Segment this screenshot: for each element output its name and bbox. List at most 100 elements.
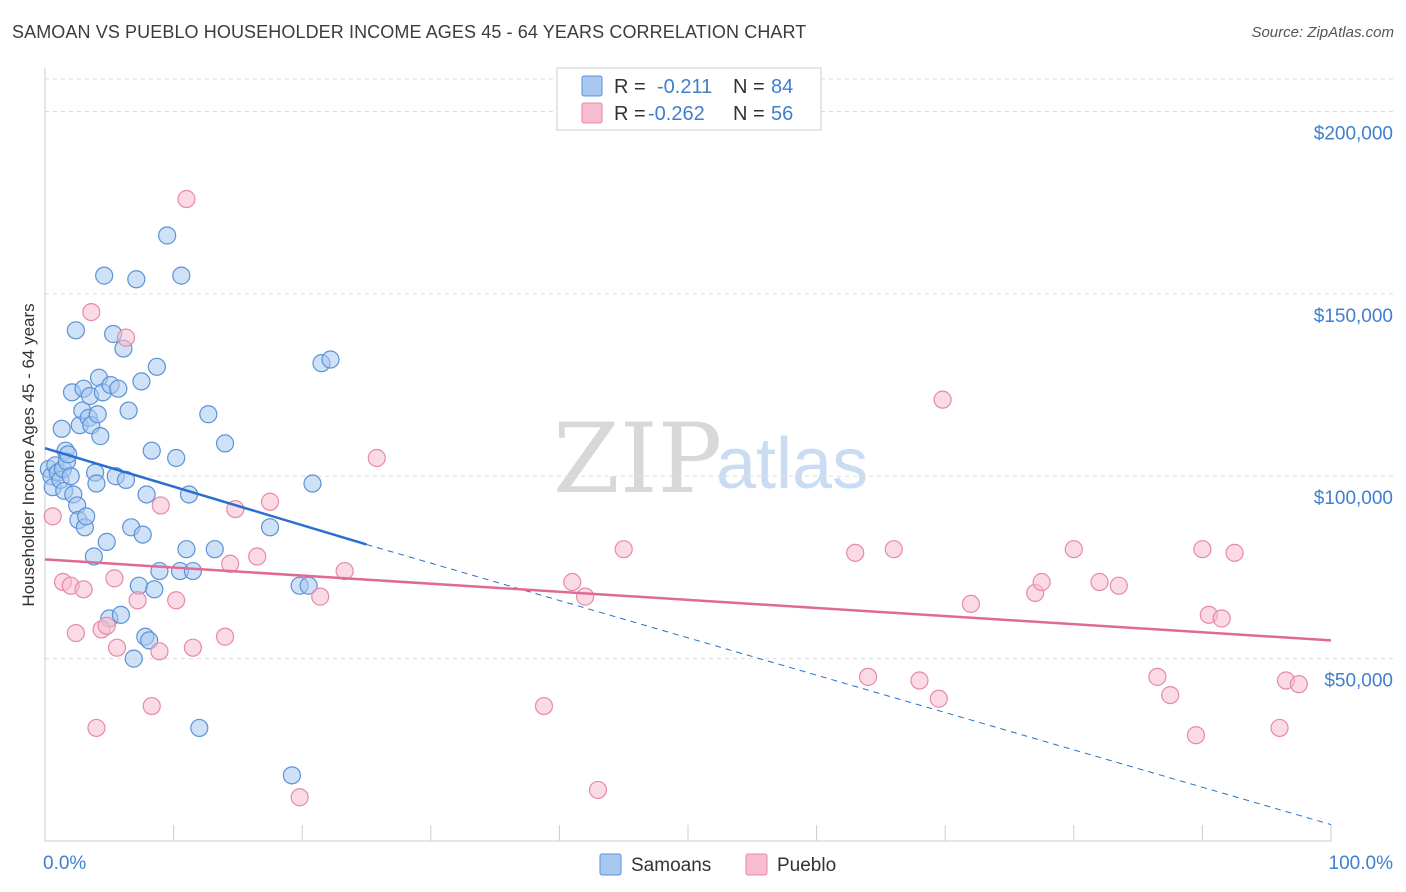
pueblo-point-44 bbox=[1109, 576, 1128, 595]
x-tick-label-0: 0.0% bbox=[43, 853, 86, 874]
pueblo-point-4 bbox=[74, 580, 93, 599]
pueblo-point-13 bbox=[142, 696, 161, 716]
pueblo-point-33 bbox=[846, 543, 865, 562]
samoans-point-66 bbox=[205, 540, 224, 559]
pueblo-point-41 bbox=[1032, 572, 1051, 592]
pueblo-point-22 bbox=[248, 547, 267, 566]
legend-n-value-pueblo: 56 bbox=[771, 103, 793, 125]
pueblo-point-50 bbox=[1212, 609, 1231, 628]
pueblo-point-25 bbox=[311, 587, 330, 606]
legend-n-label-samoans: N = bbox=[733, 76, 765, 98]
legend-r-label-pueblo: R = bbox=[614, 103, 646, 125]
legend-n-value-samoans: 84 bbox=[771, 76, 793, 98]
samoans-point-31 bbox=[91, 427, 110, 446]
pueblo-point-5 bbox=[82, 302, 101, 322]
legend-bottom-swatch-pueblo bbox=[745, 853, 768, 876]
pueblo-point-15 bbox=[151, 496, 170, 515]
watermark-zip: ZIP bbox=[553, 403, 722, 515]
pueblo-point-19 bbox=[215, 627, 235, 646]
chart-title: SAMOAN VS PUEBLO HOUSEHOLDER INCOME AGES… bbox=[12, 22, 807, 42]
y-tick-label-0: $50,000 bbox=[1324, 671, 1393, 692]
pueblo-point-23 bbox=[260, 492, 280, 511]
chart-source: Source: ZipAtlas.com bbox=[1251, 24, 1394, 41]
pueblo-point-35 bbox=[884, 540, 903, 559]
samoans-point-72 bbox=[303, 474, 322, 493]
pueblo-point-45 bbox=[1148, 667, 1167, 686]
samoans-point-63 bbox=[183, 561, 202, 581]
samoans-point-26 bbox=[84, 547, 103, 566]
samoans-point-68 bbox=[260, 518, 280, 537]
pueblo-point-26 bbox=[335, 561, 354, 581]
pueblo-point-11 bbox=[116, 328, 136, 347]
samoans-point-67 bbox=[215, 434, 235, 453]
samoans-point-65 bbox=[199, 405, 218, 424]
pueblo-point-29 bbox=[563, 572, 582, 592]
samoans-point-54 bbox=[145, 580, 164, 599]
samoans-point-64 bbox=[190, 718, 209, 738]
y-tick-label-2: $150,000 bbox=[1314, 306, 1393, 327]
pueblo-point-10 bbox=[107, 638, 127, 657]
legend-r-value-samoans: -0.211 bbox=[657, 76, 712, 98]
samoans-point-74 bbox=[321, 350, 340, 369]
pueblo-point-31 bbox=[588, 780, 608, 800]
samoans-point-45 bbox=[124, 649, 143, 668]
samoans-point-34 bbox=[97, 532, 116, 551]
pueblo-point-0 bbox=[43, 507, 62, 526]
points-layer bbox=[39, 189, 1308, 807]
pueblo-point-8 bbox=[97, 616, 116, 635]
pueblo-point-52 bbox=[1270, 718, 1289, 738]
pueblo-point-32 bbox=[614, 540, 633, 559]
trend-layer bbox=[44, 446, 1332, 826]
legend-bottom-label-samoans: Samoans bbox=[631, 855, 711, 876]
pueblo-point-24 bbox=[290, 788, 309, 807]
legend-swatch-samoans bbox=[581, 75, 603, 97]
pueblo-point-28 bbox=[534, 696, 554, 716]
samoans-point-69 bbox=[282, 766, 302, 785]
samoans-point-40 bbox=[111, 605, 130, 624]
legend-r-label-samoans: R = bbox=[614, 76, 646, 98]
legend-swatch-pueblo bbox=[581, 102, 603, 124]
pueblo-point-48 bbox=[1193, 540, 1212, 559]
pueblo-point-36 bbox=[910, 671, 929, 690]
pueblo-point-6 bbox=[87, 718, 106, 738]
samoans-point-53 bbox=[142, 441, 161, 460]
samoans-point-58 bbox=[167, 448, 186, 468]
pueblo-point-51 bbox=[1225, 543, 1244, 562]
tick-layer: $50,000 $100,000 $150,000 $200,000 0.0% 100.0… bbox=[43, 123, 1393, 874]
samoans-point-12 bbox=[61, 467, 80, 486]
pueblo-point-38 bbox=[933, 390, 952, 409]
legend-r-value-pueblo: -0.262 bbox=[648, 103, 705, 125]
legend-top: R = -0.211 N = 84 R = -0.262 N = 56 bbox=[556, 67, 822, 131]
legend-bottom-label-pueblo: Pueblo bbox=[777, 855, 836, 876]
pueblo-point-43 bbox=[1090, 572, 1109, 592]
pueblo-point-34 bbox=[858, 667, 878, 686]
pueblo-point-54 bbox=[1289, 675, 1308, 694]
samoans-trend-extension bbox=[366, 543, 1332, 826]
samoans-point-57 bbox=[158, 226, 177, 245]
pueblo-point-42 bbox=[1064, 540, 1083, 559]
samoans-point-51 bbox=[137, 485, 156, 504]
pueblo-point-3 bbox=[66, 623, 85, 643]
legend-n-label-pueblo: N = bbox=[733, 103, 765, 125]
pueblo-point-27 bbox=[367, 448, 386, 468]
legend-bottom: Samoans Pueblo bbox=[599, 853, 836, 876]
pueblo-point-17 bbox=[177, 189, 196, 209]
pueblo-trend-line bbox=[44, 558, 1332, 642]
samoans-point-43 bbox=[119, 401, 138, 420]
pueblo-point-47 bbox=[1186, 726, 1206, 745]
samoans-point-28 bbox=[87, 474, 106, 493]
pueblo-point-30 bbox=[576, 587, 595, 606]
samoans-point-22 bbox=[77, 507, 96, 526]
samoans-point-33 bbox=[95, 266, 114, 285]
y-tick-label-1: $100,000 bbox=[1314, 488, 1393, 509]
pueblo-point-12 bbox=[128, 591, 147, 610]
pueblo-point-39 bbox=[961, 594, 981, 614]
watermark-atlas: atlas bbox=[716, 424, 868, 504]
pueblo-point-9 bbox=[105, 569, 124, 588]
samoans-point-46 bbox=[127, 270, 146, 289]
y-axis-title: Householder Income Ages 45 - 64 years bbox=[19, 303, 38, 606]
samoans-point-6 bbox=[52, 419, 71, 438]
samoans-point-55 bbox=[147, 357, 166, 376]
pueblo-point-14 bbox=[150, 642, 169, 661]
